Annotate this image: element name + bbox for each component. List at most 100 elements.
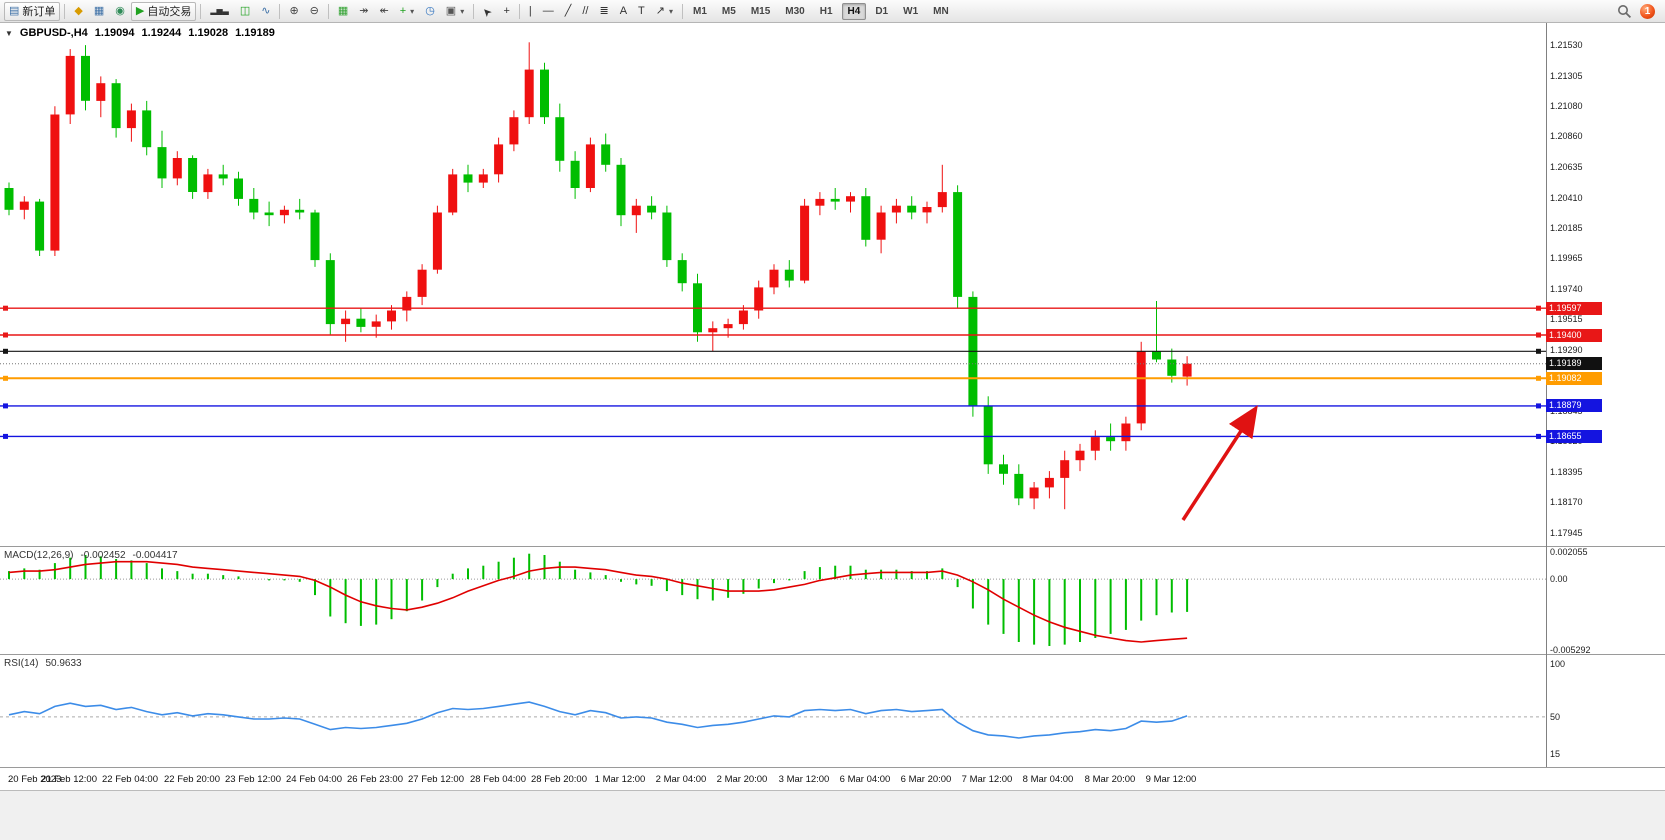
channel-icon: // (582, 4, 589, 17)
trend-arrow[interactable] (1181, 405, 1258, 521)
navigator-button[interactable]: ◉ (110, 2, 130, 21)
text-button[interactable]: A (615, 2, 632, 21)
price-axis[interactable]: 1.21530 1.21305 1.21080 1.20860 1.20635 1.204… (1546, 23, 1665, 546)
search-icon[interactable] (1617, 4, 1632, 19)
rsi-axis-label: 15 (1550, 748, 1561, 759)
fibonacci-button[interactable]: ≣ (594, 2, 613, 21)
timeframe-D1[interactable]: D1 (869, 3, 894, 20)
templates-button[interactable]: ▣ ▾ (441, 2, 469, 21)
ohlc-open: 1.19094 (94, 27, 135, 39)
channel-button[interactable]: // (577, 2, 593, 21)
time-axis-label: 2 Mar 04:00 (655, 774, 707, 785)
timeframe-W1[interactable]: W1 (897, 3, 924, 20)
vertical-line-icon: | (528, 4, 532, 17)
resistance-line-lower-handle[interactable] (3, 332, 8, 338)
zoom-in-button[interactable]: ⊕ (284, 2, 303, 21)
support-line-lower-handle[interactable] (3, 433, 8, 439)
candle (35, 198, 45, 256)
pivot-line-orange-handle[interactable] (3, 375, 8, 381)
chart-shift-button[interactable]: ↞ (375, 2, 394, 21)
bar-chart-button[interactable]: ▂▅▃ (205, 2, 233, 21)
timeframe-M1[interactable]: M1 (687, 3, 713, 20)
rsi-axis[interactable]: 100 50 15 (1546, 655, 1665, 767)
candlestick-icon: ◫ (239, 4, 251, 17)
zoom-out-button[interactable]: ⊖ (305, 2, 324, 21)
candle (1152, 301, 1161, 363)
resistance-line-lower-handle[interactable] (1536, 332, 1541, 338)
time-axis[interactable]: 20 Feb 2023 21 Feb 12:00 22 Feb 04:00 22 Fe… (0, 768, 1546, 790)
timeframe-H1[interactable]: H1 (814, 3, 839, 20)
timeframe-H4[interactable]: H4 (841, 2, 867, 20)
clock-icon: ◷ (425, 4, 435, 17)
support-line-upper-handle[interactable] (3, 403, 8, 409)
arrows-button[interactable]: ↗ ▾ (651, 2, 678, 21)
support-line-lower-handle[interactable] (1536, 433, 1541, 439)
tile-windows-icon: ▦ (337, 4, 349, 17)
candle (264, 201, 274, 227)
pivot-line-orange-handle[interactable] (1536, 375, 1541, 381)
candle (555, 103, 565, 172)
market-watch-button[interactable]: ◆ (69, 2, 87, 21)
notification-badge[interactable]: 1 (1640, 3, 1655, 19)
time-axis-label: 22 Feb 04:00 (102, 774, 158, 785)
vertical-line-button[interactable]: | (524, 2, 537, 21)
candlestick-chart-button[interactable]: ◫ (235, 2, 255, 21)
candle (876, 205, 886, 254)
macd-axis[interactable]: 0.002055 0.00 -0.005292 (1546, 547, 1665, 655)
candle (815, 192, 825, 216)
price-axis-label: 1.18395 (1550, 466, 1583, 477)
support-line-upper-handle[interactable] (1536, 403, 1541, 409)
data-window-icon: ▦ (93, 4, 105, 17)
horizontal-line-icon: — (542, 4, 554, 17)
bottom-strip (0, 790, 1665, 840)
trendline-button[interactable]: ╱ (560, 2, 577, 21)
annotation-layer (1181, 405, 1258, 521)
time-axis-label: 8 Mar 04:00 (1022, 774, 1074, 785)
price-axis-label: 1.21080 (1550, 101, 1583, 112)
candle (708, 321, 718, 352)
new-chart-button[interactable]: + ▾ (395, 2, 419, 21)
tile-windows-button[interactable]: ▦ (333, 2, 353, 21)
data-window-button[interactable]: ▦ (89, 2, 109, 21)
symbol-label: GBPUSD-,H4 (19, 27, 88, 39)
macd-plot[interactable] (0, 547, 1546, 654)
macd-signal-value: -0.004417 (132, 550, 178, 561)
toolbar: ▤ 新订单 ◆ ▦ ◉ ▶ 自动交易 ▂▅▃ ◫ ∿ ⊕ ⊖ ▦ ↠ ↞ + ▾ ◷ ▣ ▾ ➤ + | — ╱//≣ A T ↗ ▾ … (0, 0, 1665, 23)
main-plot[interactable] (0, 23, 1546, 546)
candle (662, 205, 672, 267)
resistance-line-upper-tag: 1.19597 (1546, 301, 1602, 315)
timeframe-MN[interactable]: MN (927, 3, 955, 20)
candle (157, 130, 167, 188)
price-axis-label: 1.17945 (1550, 528, 1583, 539)
auto-trading-button[interactable]: ▶ 自动交易 (130, 1, 197, 21)
play-icon: ▶ (135, 4, 145, 17)
new-order-button[interactable]: ▤ 新订单 (4, 1, 61, 21)
timeframe-M30[interactable]: M30 (779, 3, 810, 20)
resistance-line-upper-handle[interactable] (1536, 305, 1541, 311)
timeframe-M15[interactable]: M15 (745, 3, 776, 20)
swing-high-line-handle[interactable] (1536, 348, 1541, 354)
rsi-plot[interactable] (0, 655, 1546, 767)
price-axis-label: 1.20860 (1550, 131, 1583, 142)
period-button[interactable]: ◷ (420, 2, 440, 21)
candle (1136, 341, 1146, 431)
candle (647, 196, 657, 220)
candle (524, 42, 534, 124)
horizontal-line-button[interactable]: — (538, 2, 559, 21)
candle (249, 188, 259, 220)
lines-layer (0, 305, 1546, 439)
timeframe-M5[interactable]: M5 (716, 3, 742, 20)
collapse-icon[interactable]: ▼ (5, 28, 13, 38)
candle (509, 110, 519, 152)
auto-scroll-button[interactable]: ↠ (354, 2, 373, 21)
candle (111, 79, 121, 138)
candle (1167, 348, 1177, 383)
time-axis-label: 23 Feb 12:00 (225, 774, 281, 785)
line-chart-button[interactable]: ∿ (256, 2, 275, 21)
crosshair-button[interactable]: + (498, 2, 514, 21)
resistance-line-upper-handle[interactable] (3, 305, 8, 311)
label-button[interactable]: T (633, 2, 650, 21)
candle (800, 198, 810, 284)
swing-high-line-handle[interactable] (3, 348, 8, 354)
cursor-button[interactable]: ➤ (478, 2, 497, 21)
